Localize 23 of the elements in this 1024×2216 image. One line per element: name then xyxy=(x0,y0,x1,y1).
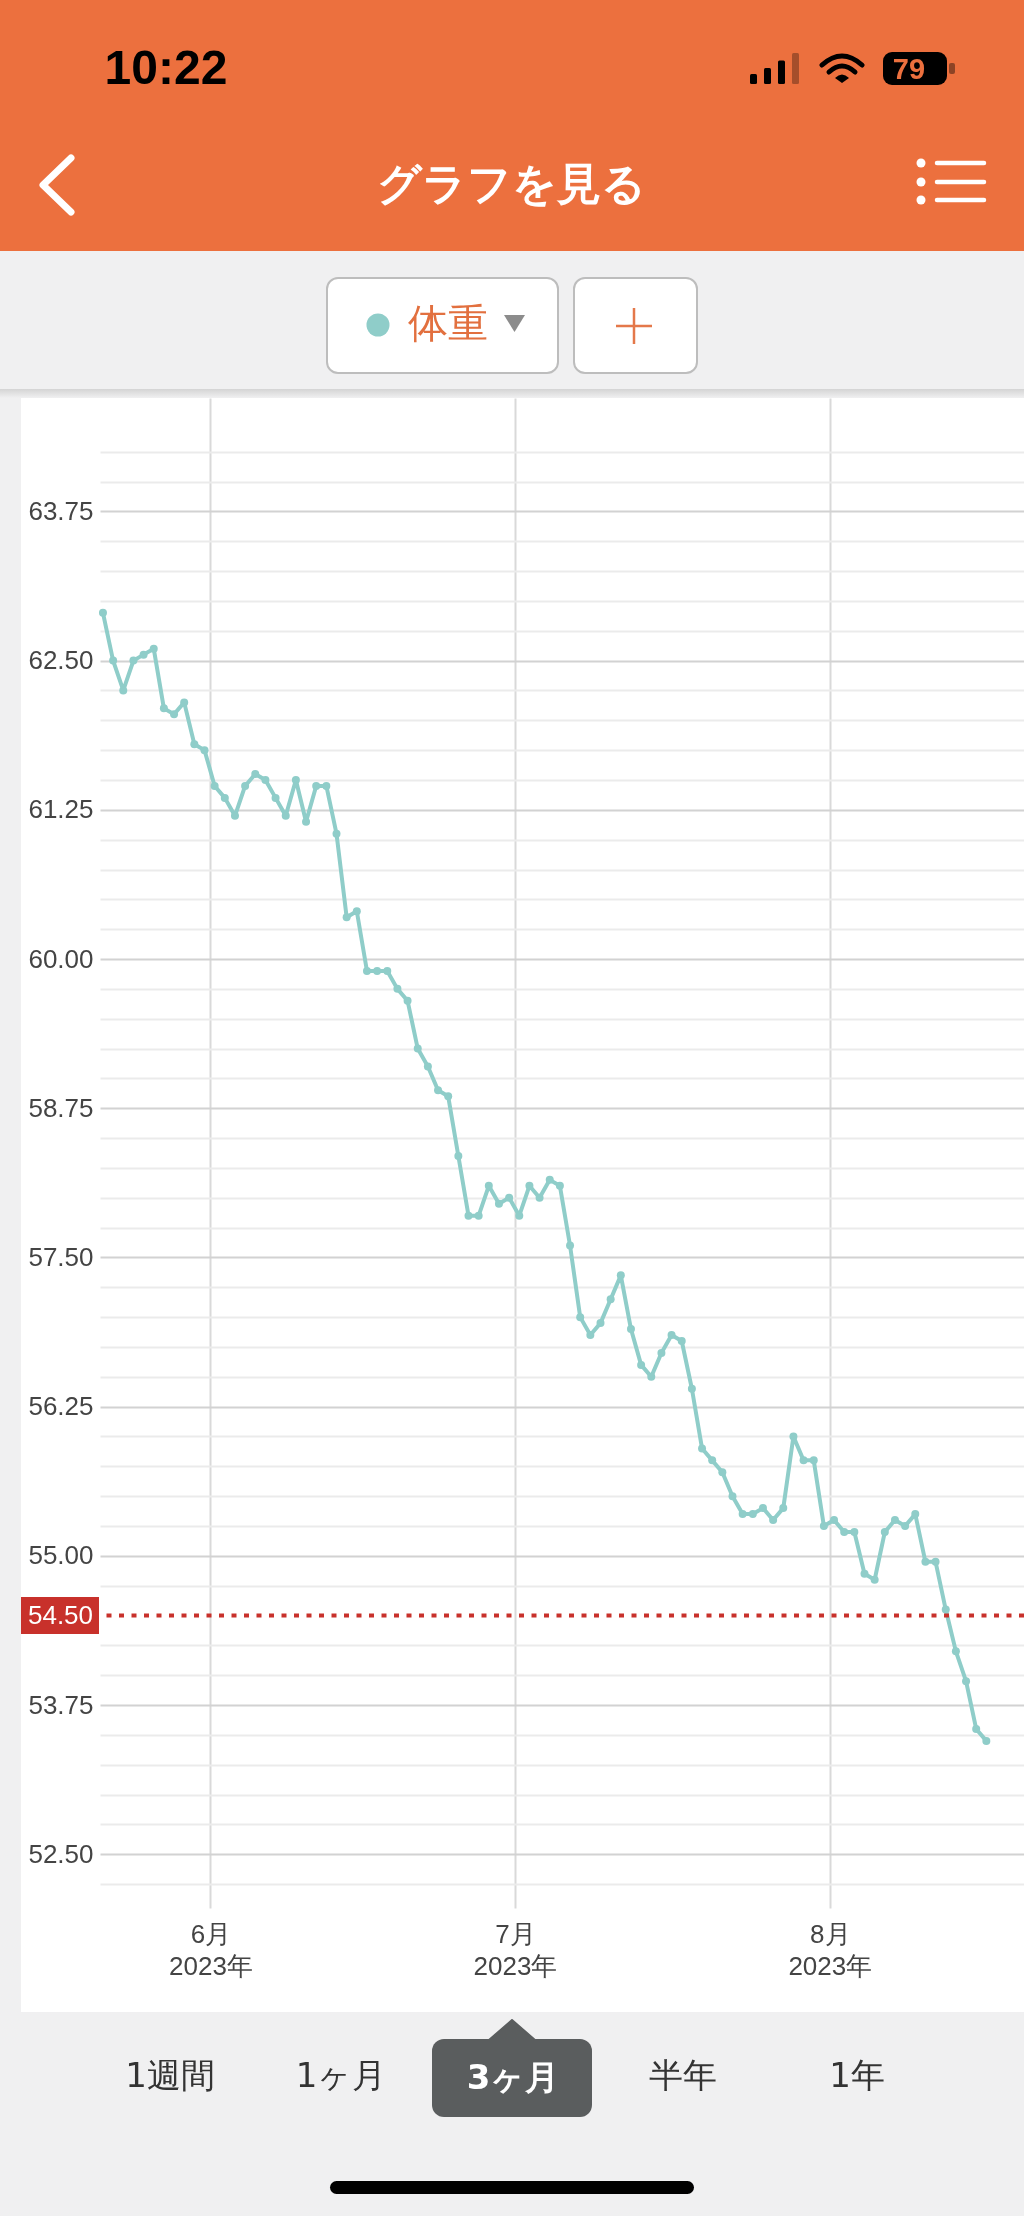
text: 1年 xyxy=(829,2055,885,2095)
y-tick-label: 55.00 xyxy=(28,1540,94,1571)
x-tick-label: 7月 2023年 xyxy=(473,1918,558,1981)
text: 10:22 xyxy=(104,41,228,94)
y-tick-label: 60.00 xyxy=(28,943,94,974)
x-tick-label: 6月 2023年 xyxy=(169,1918,253,1981)
y-tick-label: 56.25 xyxy=(28,1391,94,1422)
legend-label: 体重 xyxy=(408,301,488,345)
y-tick-label: 53.75 xyxy=(28,1689,94,1720)
text: 1週間 xyxy=(125,2055,215,2095)
text: 3ヶ月 xyxy=(466,2057,560,2097)
chart-title: グラフを見る xyxy=(376,158,646,209)
text: 1ヶ月 xyxy=(295,2055,387,2095)
text: 79 xyxy=(892,52,926,85)
y-tick-label: 62.50 xyxy=(28,645,94,676)
y-tick-label: 61.25 xyxy=(28,794,94,825)
y-tick-label: 52.50 xyxy=(28,1838,94,1869)
y-tick-label: 63.75 xyxy=(28,495,94,526)
x-tick-label: 8月 2023年 xyxy=(788,1918,873,1981)
y-tick-label: 58.75 xyxy=(28,1092,94,1123)
text: 半年 xyxy=(649,2055,717,2095)
y-tick-label: 57.50 xyxy=(28,1241,94,1272)
ref-line-label: 54.50 xyxy=(27,1599,94,1630)
